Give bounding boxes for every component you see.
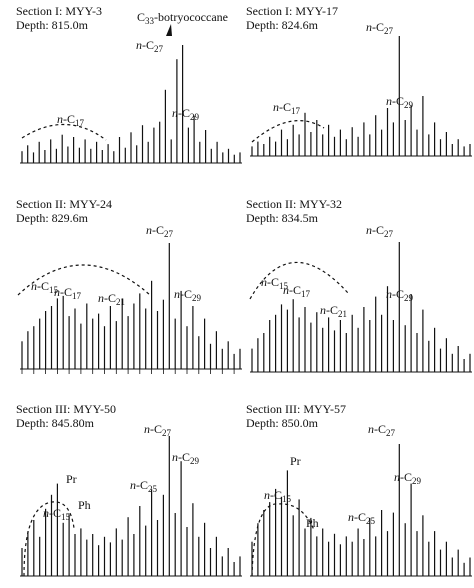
peak-label-nc29: n-C29 — [386, 94, 413, 110]
arrow-icon — [166, 24, 172, 36]
chromatogram-trace — [250, 36, 472, 157]
ucm-hump-curve — [251, 120, 325, 143]
panel-title: Section III: MYY-50 — [16, 402, 116, 416]
panel-title: Section I: MYY-3 — [16, 4, 102, 18]
peak-label-nc27: n-C27 — [136, 38, 163, 54]
peak-label-nc15: n-C15 — [31, 279, 58, 295]
chromatogram-panel-myy-32: Section II: MYY-32 Depth: 834.5m n-C27 n… — [244, 193, 474, 383]
chromatogram-panel-myy-24: Section II: MYY-24 Depth: 829.6m n-C27 n… — [14, 193, 244, 383]
panel-depth: Depth: 824.6m — [246, 18, 318, 32]
chromatogram-trace — [250, 444, 472, 577]
peak-label-nc25: n-C25 — [130, 478, 157, 494]
peak-label-nc27: n-C27 — [146, 223, 173, 239]
panel-title: Section III: MYY-57 — [246, 402, 346, 416]
chromatogram-panel-myy-57: Section III: MYY-57 Depth: 850.0m n-C27 … — [244, 398, 474, 588]
peak-label-nc15: n-C15 — [261, 275, 288, 291]
chromatogram-panel-myy-17: Section I: MYY-17 Depth: 824.6m n-C27 n-… — [244, 0, 474, 190]
chromatogram-trace — [20, 436, 242, 577]
ucm-hump-curve — [249, 261, 349, 300]
chromatogram-trace — [20, 24, 242, 164]
peak-label-nc21: n-C21 — [320, 303, 347, 319]
peak-label-pr: Pr — [66, 472, 77, 486]
panel-title: Section II: MYY-32 — [246, 197, 342, 211]
chromatogram-trace — [17, 243, 242, 374]
peak-label-nc17: n-C17 — [57, 112, 84, 128]
peak-label-nc29: n-C29 — [172, 450, 199, 466]
panel-depth: Depth: 829.6m — [16, 211, 88, 225]
peak-label-nc27: n-C27 — [144, 422, 171, 438]
peak-label-ph: Ph — [306, 516, 319, 530]
panel-depth: Depth: 834.5m — [246, 211, 318, 225]
peak-label-nc29: n-C29 — [386, 287, 413, 303]
chromatogram-panel-myy-3: Section I: MYY-3 Depth: 815.0m C33-botry… — [14, 0, 244, 190]
peak-label-nc25: n-C25 — [348, 510, 375, 526]
peak-label-nc27: n-C27 — [366, 223, 393, 239]
panel-title: Section I: MYY-17 — [246, 4, 338, 18]
panel-title: Section II: MYY-24 — [16, 197, 112, 211]
panel-depth: Depth: 815.0m — [16, 18, 88, 32]
panel-depth: Depth: 850.0m — [246, 416, 318, 430]
peak-label-botryococcane: C33-botryococcane — [137, 10, 228, 26]
ucm-hump-curve — [23, 501, 75, 577]
peak-label-nc17: n-C17 — [273, 100, 300, 116]
peak-label-nc21: n-C21 — [98, 291, 125, 307]
peak-label-nc29: n-C29 — [394, 470, 421, 486]
peak-label-nc17: n-C17 — [283, 283, 310, 299]
chromatogram-panel-myy-50: Section III: MYY-50 Depth: 845.80m n-C27… — [14, 398, 244, 588]
panel-depth: Depth: 845.80m — [16, 416, 94, 430]
peak-label-nc17: n-C17 — [54, 285, 81, 301]
peak-label-ph: Ph — [78, 498, 91, 512]
peak-label-nc27: n-C27 — [368, 422, 395, 438]
ucm-hump-curve — [21, 123, 107, 141]
ucm-hump-curve — [17, 264, 151, 296]
peak-label-nc27: n-C27 — [366, 20, 393, 36]
peak-label-pr: Pr — [290, 454, 301, 468]
peak-label-nc29: n-C29 — [174, 287, 201, 303]
chromatogram-trace — [249, 242, 472, 373]
